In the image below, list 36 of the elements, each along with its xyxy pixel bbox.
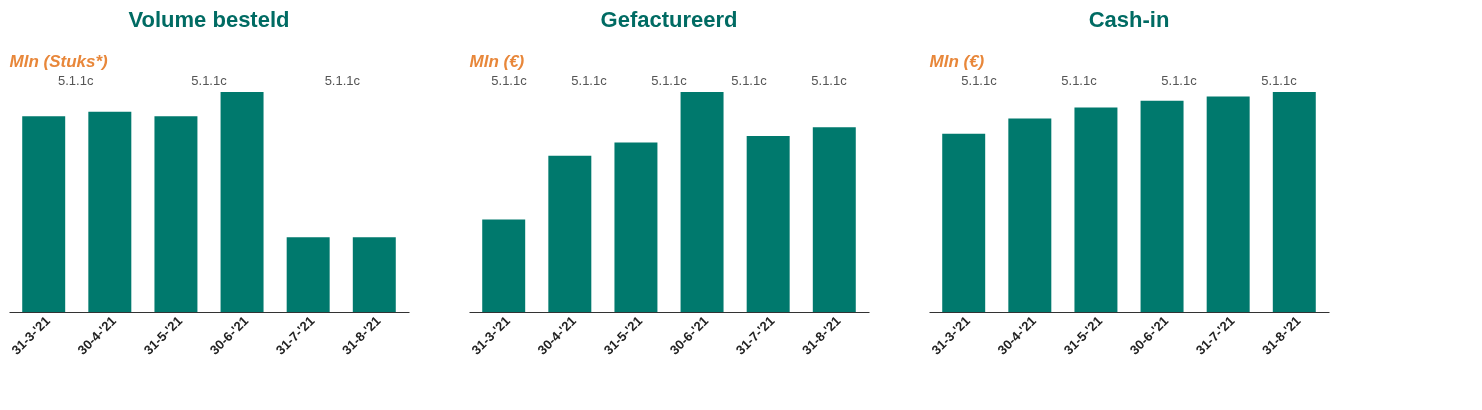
bar [614,142,658,312]
bar [1140,100,1184,312]
bar [812,127,856,312]
text: 5.1.1c [651,73,688,88]
text: 5.1.1c [571,73,608,88]
bar [22,116,66,312]
chart-title: Cash-in [1088,7,1170,32]
bar [154,116,198,312]
bar [88,111,132,312]
bar [1206,96,1250,312]
bar [1008,118,1052,312]
text: 5.1.1c [191,73,228,88]
text: 5.1.1c [491,73,528,88]
text: 5.1.1c [731,73,768,88]
bar [746,136,790,312]
text: 5.1.1c [57,73,94,88]
bar [942,133,986,312]
text: 5.1.1c [961,73,998,88]
text: 5.1.1c [324,73,361,88]
bar [1272,92,1316,312]
bar [548,155,592,312]
y-axis-title: Mln (€) [929,51,985,71]
text: 5.1.1c [811,73,848,88]
bar [1074,107,1118,312]
chart-title: Volume besteld [128,7,290,32]
bar [286,237,330,312]
bar [352,237,396,312]
text: 5.1.1c [1061,73,1098,88]
text: 5.1.1c [1261,73,1298,88]
chart-title: Gefactureerd [600,7,738,32]
y-axis-title: Mln (€) [469,51,525,71]
text: 5.1.1c [1161,73,1198,88]
y-axis-title: Mln (Stuks*) [9,51,109,71]
bar [680,92,724,312]
bar [482,219,526,312]
bar [220,92,264,312]
